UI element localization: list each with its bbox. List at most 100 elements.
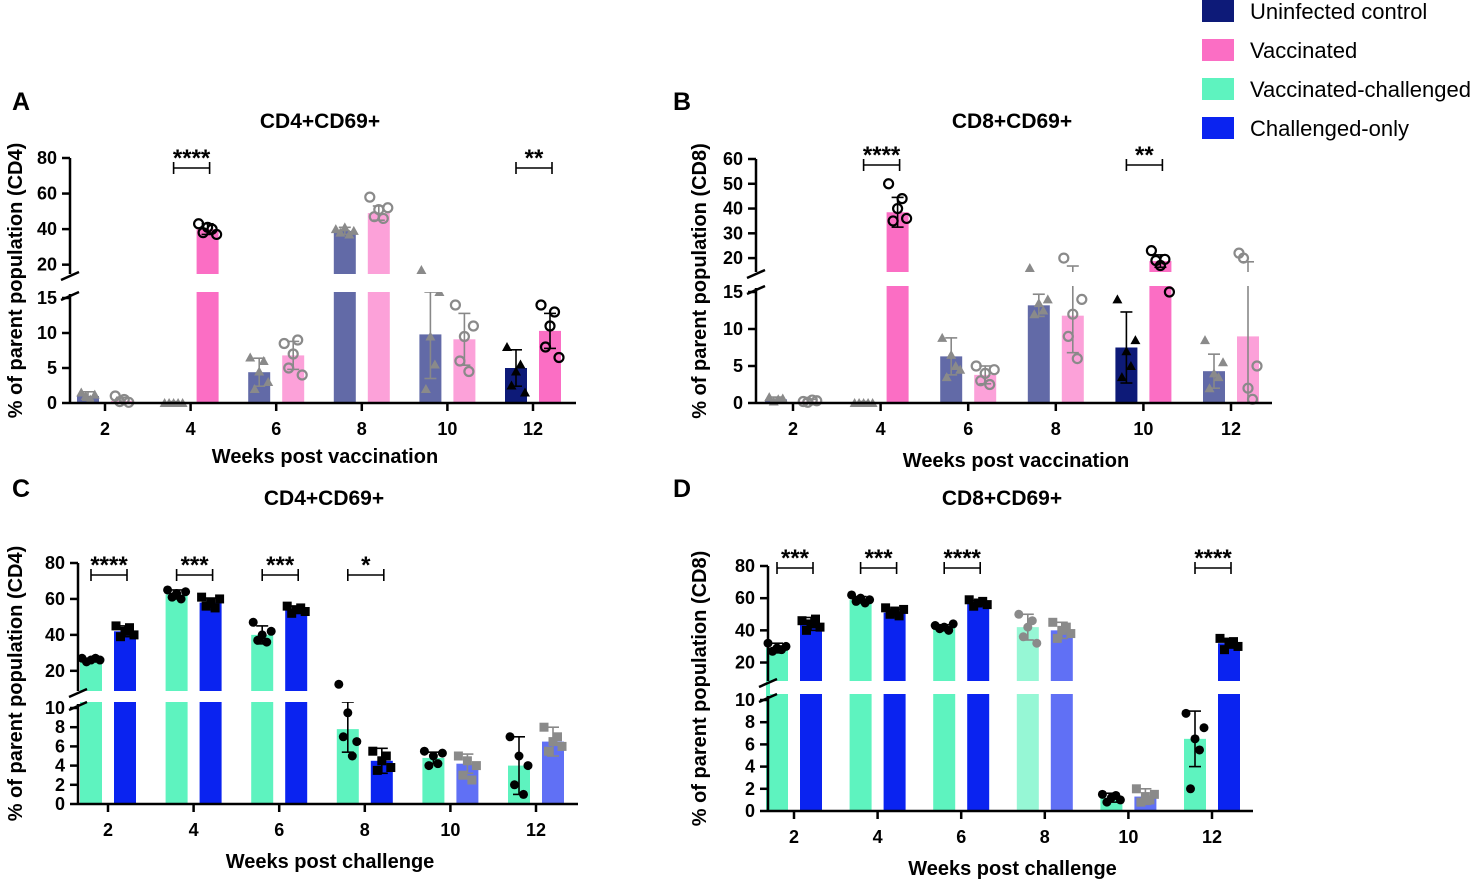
data-point [806, 394, 818, 406]
significance-label: *** [865, 545, 894, 572]
significance-label: *** [181, 552, 210, 579]
data-point [1058, 252, 1070, 264]
data-point [330, 224, 341, 234]
y-tick-label: 2 [55, 775, 65, 795]
legend-label-vacc-chal: Vaccinated-challenged [1250, 77, 1471, 102]
bar-c-0-6 [251, 634, 274, 804]
data-point [948, 619, 958, 629]
bar-d-0-4 [849, 599, 872, 811]
y-axis-label: % of parent population (CD8) [689, 551, 711, 827]
data-point [467, 320, 479, 332]
significance-bracket [261, 569, 300, 581]
data-point [1071, 353, 1083, 365]
data-point [941, 372, 952, 382]
data-point [900, 212, 913, 225]
x-tick-label: 10 [437, 419, 457, 439]
data-point [471, 761, 481, 771]
y-tick-label: 60 [735, 588, 755, 608]
bar-c-1-12 [542, 741, 564, 804]
data-point [338, 732, 348, 742]
data-point [970, 360, 982, 372]
x-tick-label: 8 [1051, 419, 1061, 439]
data-point [1215, 633, 1225, 643]
axis-break-mark [758, 677, 778, 689]
data-point [343, 708, 353, 718]
y-tick-label: 0 [745, 801, 755, 821]
data-point [80, 391, 91, 400]
data-point [523, 761, 533, 771]
data-point [463, 365, 475, 378]
data-point [1213, 372, 1224, 382]
y-tick-label: 4 [55, 756, 65, 776]
bar-a-0-6 [248, 372, 271, 403]
y-tick-label: 15 [37, 288, 57, 308]
data-point [381, 751, 391, 761]
data-point [449, 299, 461, 311]
significance-bracket [862, 159, 901, 171]
data-point [116, 632, 125, 642]
data-point [946, 349, 957, 359]
data-point [206, 598, 216, 608]
data-point [1190, 734, 1200, 744]
x-tick-label: 10 [440, 820, 460, 840]
x-tick-label: 2 [100, 419, 110, 439]
bar-a-1-4 [196, 229, 219, 403]
y-tick-label: 8 [745, 712, 755, 732]
panel-a: CD4+CD69+ 0 5 10 15 20 40 60 80 2 4 6 8 10 12 Weeks pos… [5, 110, 578, 468]
data-point [506, 380, 517, 390]
data-point [1116, 372, 1127, 382]
y-tick-label: 6 [55, 736, 65, 756]
y-tick-label: 0 [733, 393, 743, 413]
panel-letter-c: C [12, 475, 30, 503]
data-point [85, 394, 96, 404]
bar-d-0-6 [933, 627, 956, 811]
y-tick-label: 20 [723, 248, 743, 268]
data-point [386, 763, 396, 773]
data-point [283, 362, 295, 374]
data-point [211, 228, 223, 241]
bar-a-0-8 [333, 230, 356, 403]
legend-label-vaccinated: Vaccinated [1250, 38, 1357, 63]
data-point [1136, 797, 1146, 807]
data-point [125, 623, 134, 633]
bar-c-0-8 [336, 729, 359, 804]
data-point [245, 352, 256, 362]
data-point [1229, 637, 1238, 647]
data-point [1027, 616, 1037, 626]
significance-bracket [1194, 562, 1232, 574]
bar-d-1-8 [1050, 630, 1073, 811]
data-point [89, 389, 100, 399]
data-point [416, 265, 427, 274]
data-point [1062, 330, 1074, 342]
y-tick-label: 40 [723, 199, 743, 219]
x-axis-label: Weeks post vaccination [903, 450, 1129, 472]
x-axis-label: Weeks post vaccination [212, 446, 438, 468]
bar-c-1-6 [285, 609, 308, 804]
significance-bracket [776, 562, 814, 574]
significance-label: * [361, 552, 371, 579]
y-tick-label: 20 [735, 653, 755, 673]
data-point [1052, 633, 1062, 643]
data-point [433, 759, 443, 769]
data-point [802, 625, 811, 635]
y-tick-label: 60 [45, 589, 65, 609]
data-point [95, 655, 105, 665]
data-point [894, 611, 904, 621]
data-point [557, 741, 567, 751]
panel-title: CD8+CD69+ [952, 110, 1072, 133]
significance-bracket [515, 162, 553, 174]
data-point [453, 751, 463, 761]
data-point [248, 617, 258, 627]
data-point [548, 737, 558, 747]
data-point [890, 606, 900, 616]
data-point [1115, 795, 1125, 805]
x-tick-label: 12 [1202, 827, 1222, 847]
bar-a-1-8 [367, 213, 390, 403]
data-point [254, 366, 265, 376]
data-point [777, 393, 788, 403]
data-point [797, 616, 807, 626]
data-point [1204, 383, 1215, 393]
x-tick-label: 12 [523, 419, 543, 439]
